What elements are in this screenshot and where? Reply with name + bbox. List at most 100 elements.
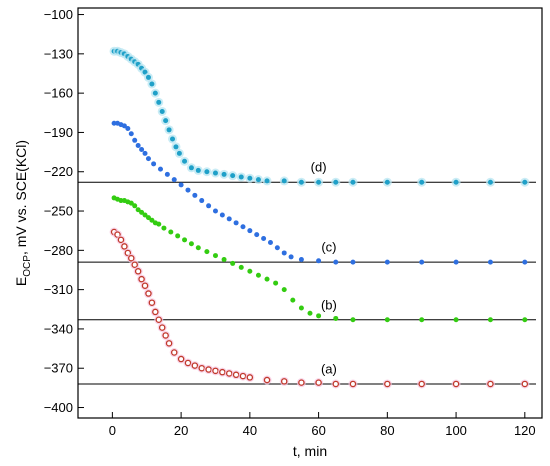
series-1-point-14 bbox=[161, 225, 167, 231]
series-3-point-40 bbox=[522, 179, 528, 185]
series-2-point-20 bbox=[212, 208, 218, 214]
series-3-point-15 bbox=[163, 118, 169, 124]
series-0-point-39 bbox=[521, 380, 529, 388]
series-1-point-23 bbox=[230, 260, 236, 266]
y-tick-label-7: −310 bbox=[44, 282, 73, 297]
series-2-point-17 bbox=[192, 192, 198, 198]
series-1-point-38 bbox=[453, 317, 459, 323]
series-1-point-40 bbox=[522, 317, 528, 323]
series-2-point-16 bbox=[185, 187, 191, 193]
series-2-point-40 bbox=[522, 259, 528, 265]
series-3-point-33 bbox=[316, 179, 322, 185]
series-2-point-9 bbox=[142, 150, 148, 156]
series-2-point-24 bbox=[240, 224, 246, 230]
series-0-point-5 bbox=[128, 254, 135, 262]
series-1-point-15 bbox=[168, 229, 174, 235]
series-1-point-32 bbox=[307, 310, 313, 316]
series-0-point-3 bbox=[121, 243, 128, 250]
series-0-point-36 bbox=[418, 380, 425, 388]
y-axis: −100 −130 −160 −190 −220 −250 −280 −310 −340 −370… bbox=[44, 7, 84, 415]
y-tick-label-5: −250 bbox=[44, 204, 73, 219]
series-1-point-9 bbox=[142, 212, 148, 218]
series-1-point-17 bbox=[182, 237, 188, 243]
series-layer bbox=[109, 46, 530, 389]
y-axis-title-rest: , mV vs. SCE(KCl) bbox=[13, 140, 29, 255]
series-0-point-22 bbox=[205, 366, 212, 373]
y-tick-label-3: −190 bbox=[44, 125, 73, 140]
series-1-point-35 bbox=[350, 317, 356, 323]
series-1-point-27 bbox=[264, 276, 270, 282]
series-0 bbox=[109, 227, 530, 389]
series-1-point-7 bbox=[135, 207, 141, 213]
series-2-point-29 bbox=[274, 245, 280, 251]
series-1-point-37 bbox=[419, 317, 425, 323]
series-1-point-8 bbox=[139, 209, 145, 215]
plot-frame bbox=[77, 7, 543, 419]
series-3-point-36 bbox=[384, 179, 390, 185]
series-2-point-23 bbox=[233, 220, 239, 226]
series-2-point-35 bbox=[350, 259, 356, 265]
y-tick-label-4: −220 bbox=[44, 164, 73, 179]
series-3-point-20 bbox=[182, 158, 188, 164]
series-0-point-2 bbox=[117, 236, 125, 244]
series-0-point-14 bbox=[158, 324, 166, 331]
series-0-point-15 bbox=[162, 332, 169, 339]
series-3-point-39 bbox=[487, 179, 493, 185]
series-2-point-25 bbox=[247, 228, 253, 234]
series-2-point-13 bbox=[164, 171, 170, 177]
series-2-point-7 bbox=[135, 143, 141, 149]
series-2-point-26 bbox=[254, 232, 260, 238]
series-2-point-28 bbox=[267, 239, 273, 245]
series-1-point-2 bbox=[118, 198, 124, 204]
series-2-point-31 bbox=[288, 254, 294, 260]
series-2-point-22 bbox=[226, 216, 232, 222]
series-0-point-27 bbox=[239, 372, 247, 380]
series-2-point-15 bbox=[178, 182, 184, 188]
series-1-point-31 bbox=[298, 305, 304, 311]
y-tick-label-2: −160 bbox=[44, 86, 73, 101]
series-2-point-18 bbox=[199, 198, 205, 204]
series-0-point-31 bbox=[298, 379, 305, 386]
series-1-point-28 bbox=[273, 280, 279, 286]
series-3-point-27 bbox=[238, 174, 244, 180]
series-3-point-21 bbox=[188, 165, 194, 171]
series-3-point-34 bbox=[333, 179, 339, 185]
series-3-point-19 bbox=[176, 150, 182, 156]
series-3-point-37 bbox=[419, 179, 425, 185]
series-3-point-24 bbox=[212, 170, 218, 176]
series-2-point-0 bbox=[111, 120, 117, 126]
x-tick-label-1: 20 bbox=[174, 423, 188, 438]
series-0-point-13 bbox=[155, 316, 163, 324]
series-1-point-36 bbox=[384, 317, 390, 323]
series-1-point-21 bbox=[212, 253, 218, 259]
x-tick-label-2: 40 bbox=[243, 423, 257, 438]
series-label-3: (d) bbox=[311, 160, 327, 175]
series-1-point-13 bbox=[156, 221, 162, 227]
series-2-point-8 bbox=[139, 146, 145, 152]
series-0-point-28 bbox=[246, 374, 254, 381]
series-0-point-11 bbox=[148, 299, 156, 306]
series-3-point-30 bbox=[264, 178, 270, 184]
series-1-point-19 bbox=[195, 245, 201, 251]
x-tick-label-6: 120 bbox=[514, 423, 536, 438]
series-0-point-35 bbox=[384, 380, 391, 388]
series-3-point-31 bbox=[281, 178, 287, 184]
y-tick-label-8: −340 bbox=[44, 321, 73, 336]
series-3-point-23 bbox=[204, 169, 210, 175]
series-2-point-34 bbox=[333, 259, 339, 265]
series-3-point-38 bbox=[453, 179, 459, 185]
series-label-1: (b) bbox=[321, 297, 337, 312]
series-0-point-38 bbox=[487, 380, 494, 388]
y-tick-label-6: −280 bbox=[44, 243, 73, 258]
series-2-point-32 bbox=[298, 257, 304, 263]
x-axis: 0 20 40 60 80 100 120 bbox=[109, 412, 536, 438]
series-1-point-39 bbox=[487, 317, 493, 323]
series-1-point-10 bbox=[145, 215, 151, 221]
y-tick-label-0: −100 bbox=[44, 7, 73, 22]
series-2-point-30 bbox=[281, 250, 287, 256]
series-3-point-26 bbox=[230, 173, 236, 179]
series-1-point-20 bbox=[204, 249, 210, 255]
series-1-point-33 bbox=[316, 313, 322, 319]
series-3-point-10 bbox=[145, 74, 151, 80]
